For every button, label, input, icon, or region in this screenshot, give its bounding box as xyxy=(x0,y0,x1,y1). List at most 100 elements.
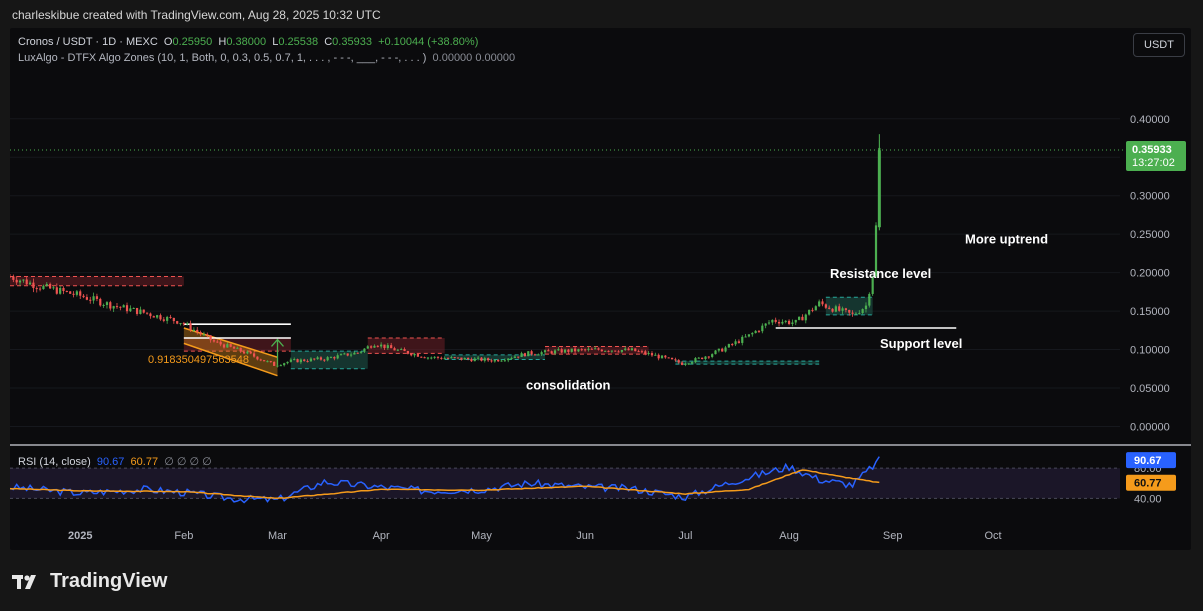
candle-body[interactable] xyxy=(42,285,45,290)
candle-body[interactable] xyxy=(507,358,510,361)
candle-body[interactable] xyxy=(12,276,15,280)
candle-body[interactable] xyxy=(787,320,791,325)
candle-body[interactable] xyxy=(634,348,637,352)
chart-annotation[interactable]: consolidation xyxy=(526,378,611,393)
candle-body[interactable] xyxy=(553,350,557,354)
candle-body[interactable] xyxy=(446,358,450,360)
candle-body[interactable] xyxy=(246,351,249,354)
candle-body[interactable] xyxy=(380,344,383,347)
candle-body[interactable] xyxy=(567,349,570,352)
candle-body[interactable] xyxy=(587,348,590,350)
candle-body[interactable] xyxy=(527,351,530,357)
candle-body[interactable] xyxy=(721,348,724,352)
candle-body[interactable] xyxy=(293,359,296,361)
candle-body[interactable] xyxy=(15,279,18,283)
candle-body[interactable] xyxy=(858,313,861,315)
candle-body[interactable] xyxy=(219,341,222,345)
candle-body[interactable] xyxy=(443,358,446,360)
candle-body[interactable] xyxy=(627,348,630,351)
candle-body[interactable] xyxy=(232,346,236,349)
candle-body[interactable] xyxy=(637,351,640,353)
candle-body[interactable] xyxy=(594,348,597,350)
chart-frame[interactable]: 0.00000 0.05000 0.10000 0.15000 0.20000 0.250… xyxy=(10,28,1191,550)
candle-body[interactable] xyxy=(834,306,837,312)
candle-body[interactable] xyxy=(503,360,506,362)
tradingview-logo[interactable]: TradingView xyxy=(12,570,167,593)
candle-body[interactable] xyxy=(550,351,553,354)
candle-body[interactable] xyxy=(145,312,149,314)
candle-body[interactable] xyxy=(159,315,162,320)
candle-body[interactable] xyxy=(727,344,730,348)
candle-body[interactable] xyxy=(313,358,316,360)
chart-annotation[interactable]: Resistance level xyxy=(830,266,931,281)
candle-body[interactable] xyxy=(751,333,754,335)
candle-body[interactable] xyxy=(349,354,353,356)
candle-body[interactable] xyxy=(336,355,339,359)
candle-body[interactable] xyxy=(252,353,256,357)
candle-body[interactable] xyxy=(286,361,289,364)
candle-body[interactable] xyxy=(359,351,363,353)
candle-body[interactable] xyxy=(95,296,99,299)
candle-body[interactable] xyxy=(202,334,206,336)
candle-body[interactable] xyxy=(741,336,744,343)
candle-body[interactable] xyxy=(657,354,660,359)
candle-body[interactable] xyxy=(774,319,777,322)
candle-body[interactable] xyxy=(871,276,874,294)
candle-body[interactable] xyxy=(480,357,483,361)
candle-body[interactable] xyxy=(209,335,212,341)
candle-body[interactable] xyxy=(49,283,52,289)
candle-body[interactable] xyxy=(35,288,38,290)
candle-body[interactable] xyxy=(724,347,727,352)
candle-body[interactable] xyxy=(747,334,751,337)
candle-body[interactable] xyxy=(543,350,547,353)
candle-body[interactable] xyxy=(563,349,567,353)
candle-body[interactable] xyxy=(79,291,82,296)
candle-body[interactable] xyxy=(483,358,486,361)
candle-body[interactable] xyxy=(273,361,276,366)
candle-body[interactable] xyxy=(45,283,48,286)
candle-body[interactable] xyxy=(28,282,32,285)
candle-body[interactable] xyxy=(590,348,593,350)
candle-body[interactable] xyxy=(580,349,583,351)
candle-body[interactable] xyxy=(777,321,781,324)
candle-body[interactable] xyxy=(674,359,677,361)
candle-body[interactable] xyxy=(212,340,216,342)
candle-body[interactable] xyxy=(764,323,767,326)
candle-body[interactable] xyxy=(333,357,336,359)
candle-body[interactable] xyxy=(25,279,28,285)
candle-body[interactable] xyxy=(617,351,620,353)
candle-body[interactable] xyxy=(139,309,142,314)
candle-body[interactable] xyxy=(644,351,647,355)
candle-body[interactable] xyxy=(697,357,700,359)
candle-body[interactable] xyxy=(577,349,580,352)
candle-body[interactable] xyxy=(406,351,409,354)
candle-body[interactable] xyxy=(781,321,784,324)
candle-body[interactable] xyxy=(734,341,737,345)
candle-body[interactable] xyxy=(115,306,119,308)
candle-body[interactable] xyxy=(423,357,426,359)
candle-body[interactable] xyxy=(490,360,493,362)
candle-body[interactable] xyxy=(647,353,650,355)
candle-body[interactable] xyxy=(731,344,734,346)
candle-body[interactable] xyxy=(356,352,359,354)
candle-body[interactable] xyxy=(306,361,309,363)
candle-body[interactable] xyxy=(801,316,804,321)
candle-body[interactable] xyxy=(135,308,139,314)
rsi-value-tag[interactable] xyxy=(1126,452,1176,469)
candle-body[interactable] xyxy=(754,330,757,334)
candle-body[interactable] xyxy=(821,301,824,305)
candle-body[interactable] xyxy=(510,357,513,359)
candle-body[interactable] xyxy=(303,359,306,362)
candle-body[interactable] xyxy=(584,349,587,351)
candle-body[interactable] xyxy=(691,362,694,364)
candle-body[interactable] xyxy=(630,348,634,351)
candle-body[interactable] xyxy=(283,363,286,366)
candle-body[interactable] xyxy=(99,298,102,306)
candle-body[interactable] xyxy=(794,319,797,323)
candle-body[interactable] xyxy=(343,353,346,355)
candle-body[interactable] xyxy=(814,306,817,311)
candle-body[interactable] xyxy=(640,351,644,353)
candle-body[interactable] xyxy=(684,363,687,365)
candle-body[interactable] xyxy=(828,307,831,309)
candle-body[interactable] xyxy=(289,359,292,362)
